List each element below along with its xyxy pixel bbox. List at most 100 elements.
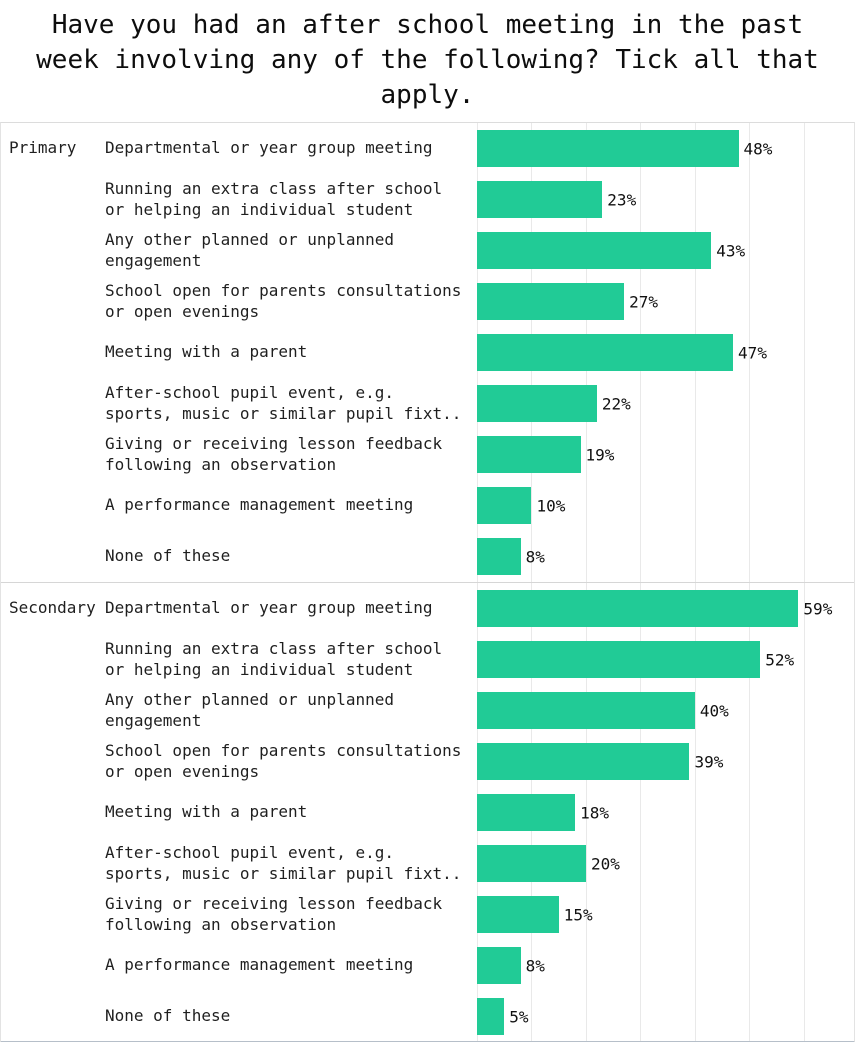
bar-track: 48% bbox=[477, 123, 854, 174]
value-label: 23% bbox=[607, 190, 637, 209]
bar[interactable] bbox=[477, 590, 799, 627]
category-label: Running an extra class after school or h… bbox=[105, 639, 443, 679]
category-label: A performance management meeting bbox=[105, 955, 414, 975]
gridline bbox=[586, 583, 587, 1041]
category-label: Giving or receiving lesson feedback foll… bbox=[105, 894, 443, 934]
bar-row: After-school pupil event, e.g. sports, m… bbox=[1, 838, 854, 889]
bar-track: 20% bbox=[477, 838, 854, 889]
category-label: After-school pupil event, e.g. sports, m… bbox=[105, 843, 462, 883]
bar-track: 27% bbox=[477, 276, 854, 327]
bar-track: 59% bbox=[477, 583, 854, 634]
group-section-secondary: Secondary Departmental or year group mee… bbox=[1, 582, 854, 1041]
bar-row: After-school pupil event, e.g. sports, m… bbox=[1, 378, 854, 429]
bar-row: School open for parents consultations or… bbox=[1, 276, 854, 327]
category-label: None of these bbox=[105, 546, 231, 566]
bar-row: Departmental or year group meeting 59% bbox=[1, 583, 854, 634]
bar[interactable] bbox=[477, 743, 690, 780]
gridline bbox=[804, 123, 805, 582]
bar-row: None of these 5% bbox=[1, 991, 854, 1042]
category-label: A performance management meeting bbox=[105, 495, 414, 515]
value-label: 52% bbox=[765, 650, 795, 669]
bar[interactable] bbox=[477, 692, 695, 729]
bar-row: Running an extra class after school or h… bbox=[1, 634, 854, 685]
value-label: 19% bbox=[585, 445, 615, 464]
bar-row: School open for parents consultations or… bbox=[1, 736, 854, 787]
bar[interactable] bbox=[477, 181, 603, 218]
bar-row: Any other planned or unplanned engagemen… bbox=[1, 225, 854, 276]
bar-track: 22% bbox=[477, 378, 854, 429]
value-label: 48% bbox=[743, 139, 773, 158]
bar[interactable] bbox=[477, 334, 734, 371]
bar-track: 18% bbox=[477, 787, 854, 838]
category-label: Departmental or year group meeting bbox=[105, 138, 433, 158]
bar-row: A performance management meeting 10% bbox=[1, 480, 854, 531]
bar-track: 8% bbox=[477, 940, 854, 991]
bar[interactable] bbox=[477, 385, 597, 422]
value-label: 40% bbox=[699, 701, 729, 720]
bar[interactable] bbox=[477, 794, 576, 831]
bar[interactable] bbox=[477, 896, 559, 933]
category-label: Any other planned or unplanned engagemen… bbox=[105, 690, 394, 730]
bar-row: Running an extra class after school or h… bbox=[1, 174, 854, 225]
value-label: 20% bbox=[590, 854, 620, 873]
category-label: After-school pupil event, e.g. sports, m… bbox=[105, 383, 462, 423]
gridline bbox=[640, 583, 641, 1041]
bar-track: 8% bbox=[477, 531, 854, 582]
category-label: Any other planned or unplanned engagemen… bbox=[105, 230, 394, 270]
chart-title-area: Have you had an after school meeting in … bbox=[0, 0, 855, 122]
bar-track: 23% bbox=[477, 174, 854, 225]
value-label: 43% bbox=[716, 241, 746, 260]
bar-track: 15% bbox=[477, 889, 854, 940]
gridline bbox=[749, 583, 750, 1041]
bar[interactable] bbox=[477, 947, 521, 984]
value-label: 10% bbox=[536, 496, 566, 515]
bar[interactable] bbox=[477, 130, 739, 167]
value-label: 47% bbox=[738, 343, 767, 362]
bar[interactable] bbox=[477, 487, 532, 524]
value-label: 22% bbox=[601, 394, 631, 413]
bar[interactable] bbox=[477, 538, 521, 575]
bar[interactable] bbox=[477, 641, 761, 678]
bar-row: Departmental or year group meeting 48% bbox=[1, 123, 854, 174]
value-label: 59% bbox=[803, 599, 833, 618]
value-label: 5% bbox=[509, 1007, 529, 1026]
bar[interactable] bbox=[477, 998, 505, 1035]
bar-track: 39% bbox=[477, 736, 854, 787]
bar-track: 40% bbox=[477, 685, 854, 736]
category-label: Giving or receiving lesson feedback foll… bbox=[105, 434, 443, 474]
category-label: Departmental or year group meeting bbox=[105, 598, 433, 618]
group-label-secondary: Secondary bbox=[9, 598, 96, 617]
value-label: 27% bbox=[629, 292, 658, 311]
bar-row: Giving or receiving lesson feedback foll… bbox=[1, 889, 854, 940]
bar-track: 47% bbox=[477, 327, 854, 378]
chart-panel: Primary Departmental or year group meeti… bbox=[0, 122, 855, 1042]
bar-track: 43% bbox=[477, 225, 854, 276]
category-label: Running an extra class after school or h… bbox=[105, 179, 443, 219]
bar[interactable] bbox=[477, 232, 712, 269]
bar-row: Giving or receiving lesson feedback foll… bbox=[1, 429, 854, 480]
category-label: School open for parents consultations or… bbox=[105, 741, 462, 781]
bar-row: A performance management meeting 8% bbox=[1, 940, 854, 991]
bar-row: Any other planned or unplanned engagemen… bbox=[1, 685, 854, 736]
value-label: 8% bbox=[525, 956, 545, 975]
category-label: Meeting with a parent bbox=[105, 342, 308, 362]
group-section-primary: Primary Departmental or year group meeti… bbox=[1, 123, 854, 582]
bar-track: 19% bbox=[477, 429, 854, 480]
group-label-primary: Primary bbox=[9, 138, 77, 157]
bar-row: None of these 8% bbox=[1, 531, 854, 582]
category-label: School open for parents consultations or… bbox=[105, 281, 462, 321]
value-label: 15% bbox=[563, 905, 593, 924]
category-label: Meeting with a parent bbox=[105, 802, 308, 822]
bar-track: 52% bbox=[477, 634, 854, 685]
value-label: 39% bbox=[694, 752, 724, 771]
bar[interactable] bbox=[477, 436, 581, 473]
value-label: 18% bbox=[580, 803, 609, 822]
bar-row: Meeting with a parent 47% bbox=[1, 327, 854, 378]
bar[interactable] bbox=[477, 845, 586, 882]
gridline bbox=[749, 123, 750, 582]
rows: Departmental or year group meeting 48% R… bbox=[1, 123, 854, 582]
bar[interactable] bbox=[477, 283, 625, 320]
gridline bbox=[804, 583, 805, 1041]
chart-title: Have you had an after school meeting in … bbox=[36, 10, 819, 110]
